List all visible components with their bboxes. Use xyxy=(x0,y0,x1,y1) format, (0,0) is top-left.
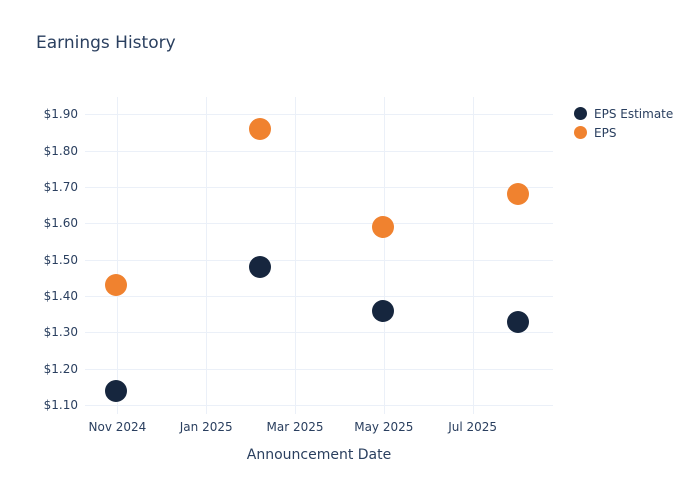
x-tick-label: May 2025 xyxy=(354,420,414,434)
x-gridline xyxy=(472,97,474,414)
x-gridline xyxy=(295,97,297,414)
data-point-eps[interactable] xyxy=(248,117,271,140)
y-tick-label: $1.20 xyxy=(43,361,78,376)
plot-area xyxy=(85,97,553,414)
y-gridline xyxy=(85,368,553,370)
y-tick-label: $1.90 xyxy=(43,107,78,122)
x-gridline xyxy=(117,97,119,414)
data-point-eps-estimate[interactable] xyxy=(371,299,394,322)
legend-item-eps[interactable]: EPS xyxy=(574,123,673,142)
data-point-eps-estimate[interactable] xyxy=(506,310,529,333)
data-point-eps[interactable] xyxy=(104,274,127,297)
y-tick-label: $1.10 xyxy=(43,398,78,413)
data-point-eps-estimate[interactable] xyxy=(104,379,127,402)
y-gridline xyxy=(85,259,553,261)
y-gridline xyxy=(85,296,553,298)
x-gridline xyxy=(383,97,385,414)
x-gridline xyxy=(206,97,208,414)
legend-marker-circle-icon xyxy=(574,126,587,139)
x-tick-label: Jul 2025 xyxy=(448,420,498,434)
y-tick-label: $1.40 xyxy=(43,289,78,304)
y-tick-label: $1.80 xyxy=(43,143,78,158)
data-point-eps[interactable] xyxy=(506,183,529,206)
y-tick-label: $1.60 xyxy=(43,216,78,231)
y-gridline xyxy=(85,223,553,225)
y-gridline xyxy=(85,332,553,334)
x-axis-title: Announcement Date xyxy=(246,447,392,463)
legend-item-eps-estimate[interactable]: EPS Estimate xyxy=(574,104,673,123)
legend-marker-circle-icon xyxy=(574,107,587,120)
y-gridline xyxy=(85,150,553,152)
y-gridline xyxy=(85,114,553,116)
chart-title: Earnings History xyxy=(36,33,176,53)
y-gridline xyxy=(85,405,553,407)
legend-label: EPS xyxy=(594,125,617,140)
x-tick-label: Jan 2025 xyxy=(179,420,233,434)
y-tick-label: $1.70 xyxy=(43,179,78,194)
y-tick-label: $1.50 xyxy=(43,252,78,267)
x-tick-label: Nov 2024 xyxy=(88,420,147,434)
data-point-eps[interactable] xyxy=(371,215,394,238)
data-point-eps-estimate[interactable] xyxy=(248,255,271,278)
y-gridline xyxy=(85,186,553,188)
y-tick-label: $1.30 xyxy=(43,325,78,340)
legend-label: EPS Estimate xyxy=(594,106,674,121)
legend: EPS Estimate EPS xyxy=(574,104,673,142)
x-tick-label: Mar 2025 xyxy=(266,420,324,434)
